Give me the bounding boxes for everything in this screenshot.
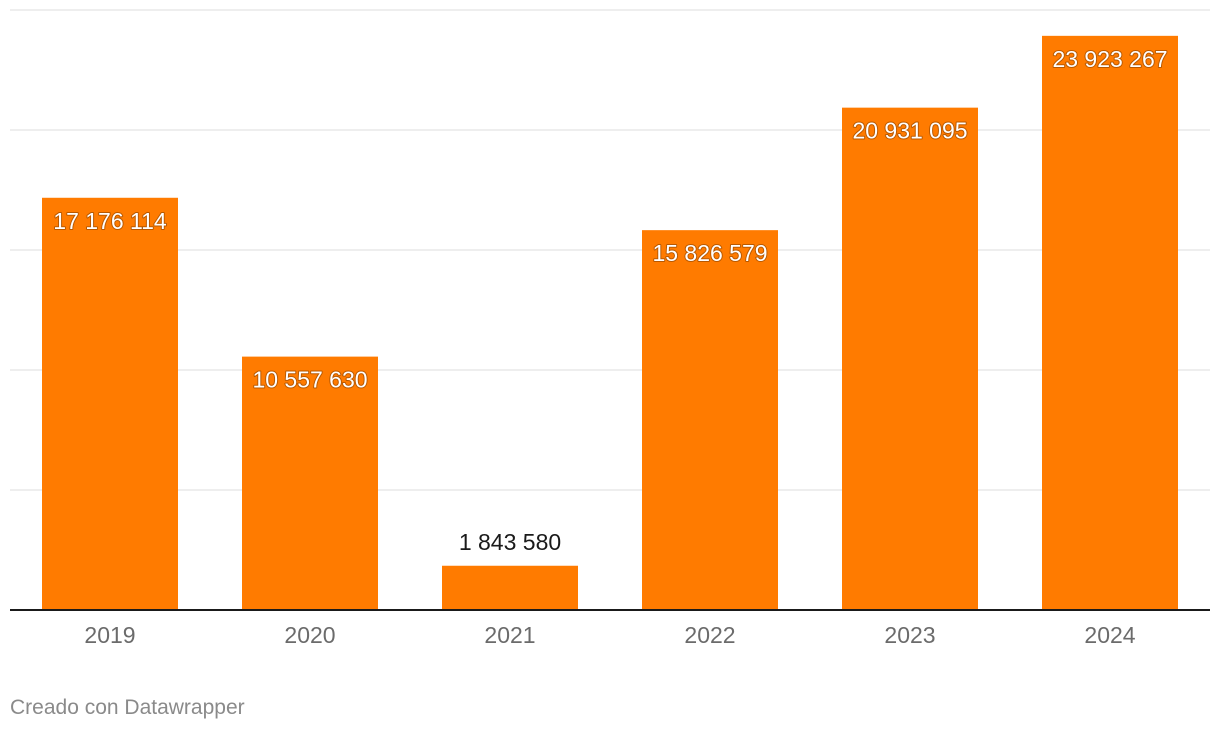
x-tick-label-2024: 2024: [1084, 622, 1135, 648]
bar-value-label-2024: 23 923 267: [1052, 46, 1167, 72]
chart-credit[interactable]: Creado con Datawrapper: [10, 696, 245, 719]
bar-value-label-2020: 10 557 630: [252, 367, 367, 393]
x-tick-label-2023: 2023: [884, 622, 935, 648]
bar-2022[interactable]: [642, 230, 778, 610]
bar-2023[interactable]: [842, 107, 978, 610]
x-tick-label-2019: 2019: [84, 622, 135, 648]
bar-2020[interactable]: [242, 356, 378, 610]
bar-value-label-2019: 17 176 114: [53, 208, 167, 234]
x-tick-label-2020: 2020: [284, 622, 335, 648]
x-tick-label-2022: 2022: [684, 622, 735, 648]
bar-2021[interactable]: [442, 565, 578, 610]
bar-value-label-2022: 15 826 579: [652, 240, 767, 266]
bar-value-label-2021: 1 843 580: [459, 529, 561, 555]
bar-value-label-2023: 20 931 095: [852, 118, 967, 144]
bar-2019[interactable]: [42, 197, 178, 611]
bar-2024[interactable]: [1042, 35, 1178, 610]
x-tick-label-2021: 2021: [484, 622, 535, 648]
bar-chart: 17 176 114 2019 10 557 630 2020 1 843 580 202…: [10, 9, 1210, 648]
